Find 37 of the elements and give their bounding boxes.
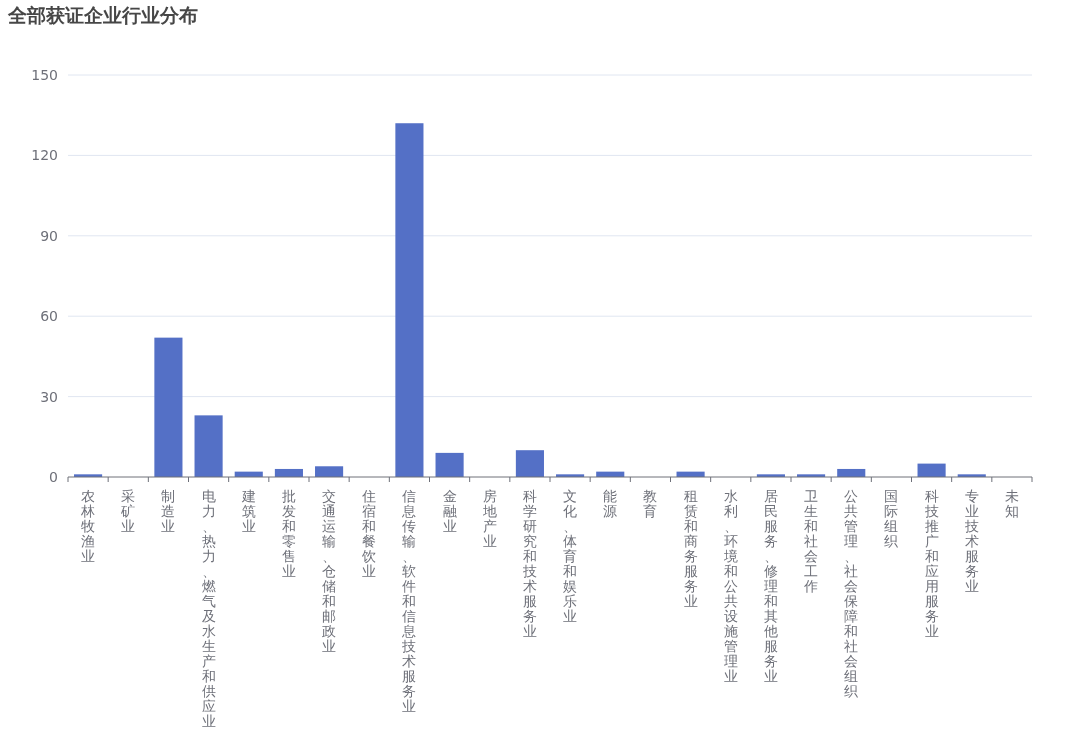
x-tick-label: 采矿业 (120, 488, 136, 534)
category-label: 水利、环境和公共设施管理业 (723, 488, 738, 684)
category-label: 公共管理、社会保障和社会组织 (844, 488, 859, 699)
chart-title: 全部获证企业行业分布 (7, 4, 198, 26)
category-label: 电力、热力、燃气及水生产和供应业 (201, 488, 216, 729)
y-tick-label: 150 (31, 66, 58, 83)
category-label: 科学研究和技术服务业 (522, 488, 537, 639)
x-tick-label: 专业技术服务业 (963, 488, 979, 594)
category-label: 文化、体育和娱乐业 (563, 488, 578, 624)
x-tick-label: 建筑业 (240, 488, 256, 534)
bar (154, 337, 183, 477)
bar (395, 123, 424, 477)
x-tick-label: 住宿和餐饮业 (361, 488, 377, 579)
x-tick-label: 制造业 (161, 488, 176, 534)
y-tick-label: 90 (40, 227, 58, 244)
y-tick-label: 60 (40, 308, 58, 325)
x-tick-label: 能源 (603, 488, 618, 519)
x-tick-label: 批发和零售业 (281, 488, 296, 579)
bar (315, 466, 344, 477)
x-tick-label: 农林牧渔业 (80, 488, 96, 564)
y-tick-label: 30 (40, 388, 58, 405)
x-tick-label: 房地产业 (481, 488, 497, 549)
category-label: 信息传输、软件和信息技术服务业 (402, 488, 417, 714)
category-label: 交通运输、仓储和邮政业 (322, 488, 337, 654)
bar (435, 452, 464, 477)
x-tick-label: 卫生和社会工作 (803, 488, 819, 594)
category-label: 科技推广和应用服务业 (924, 488, 939, 639)
y-tick-label: 120 (31, 147, 58, 164)
bar (515, 450, 544, 477)
y-tick-label: 0 (49, 468, 58, 485)
x-tick-label: 国际组织 (884, 488, 899, 549)
x-tick-label: 教育 (643, 488, 658, 519)
x-tick-label: 金融业 (442, 488, 457, 534)
bar (194, 415, 223, 477)
x-tick-label: 租赁和商务服务业 (683, 488, 698, 609)
x-tick-label: 未知 (1004, 488, 1019, 519)
category-label: 居民服务、修理和其他服务业 (763, 488, 778, 684)
